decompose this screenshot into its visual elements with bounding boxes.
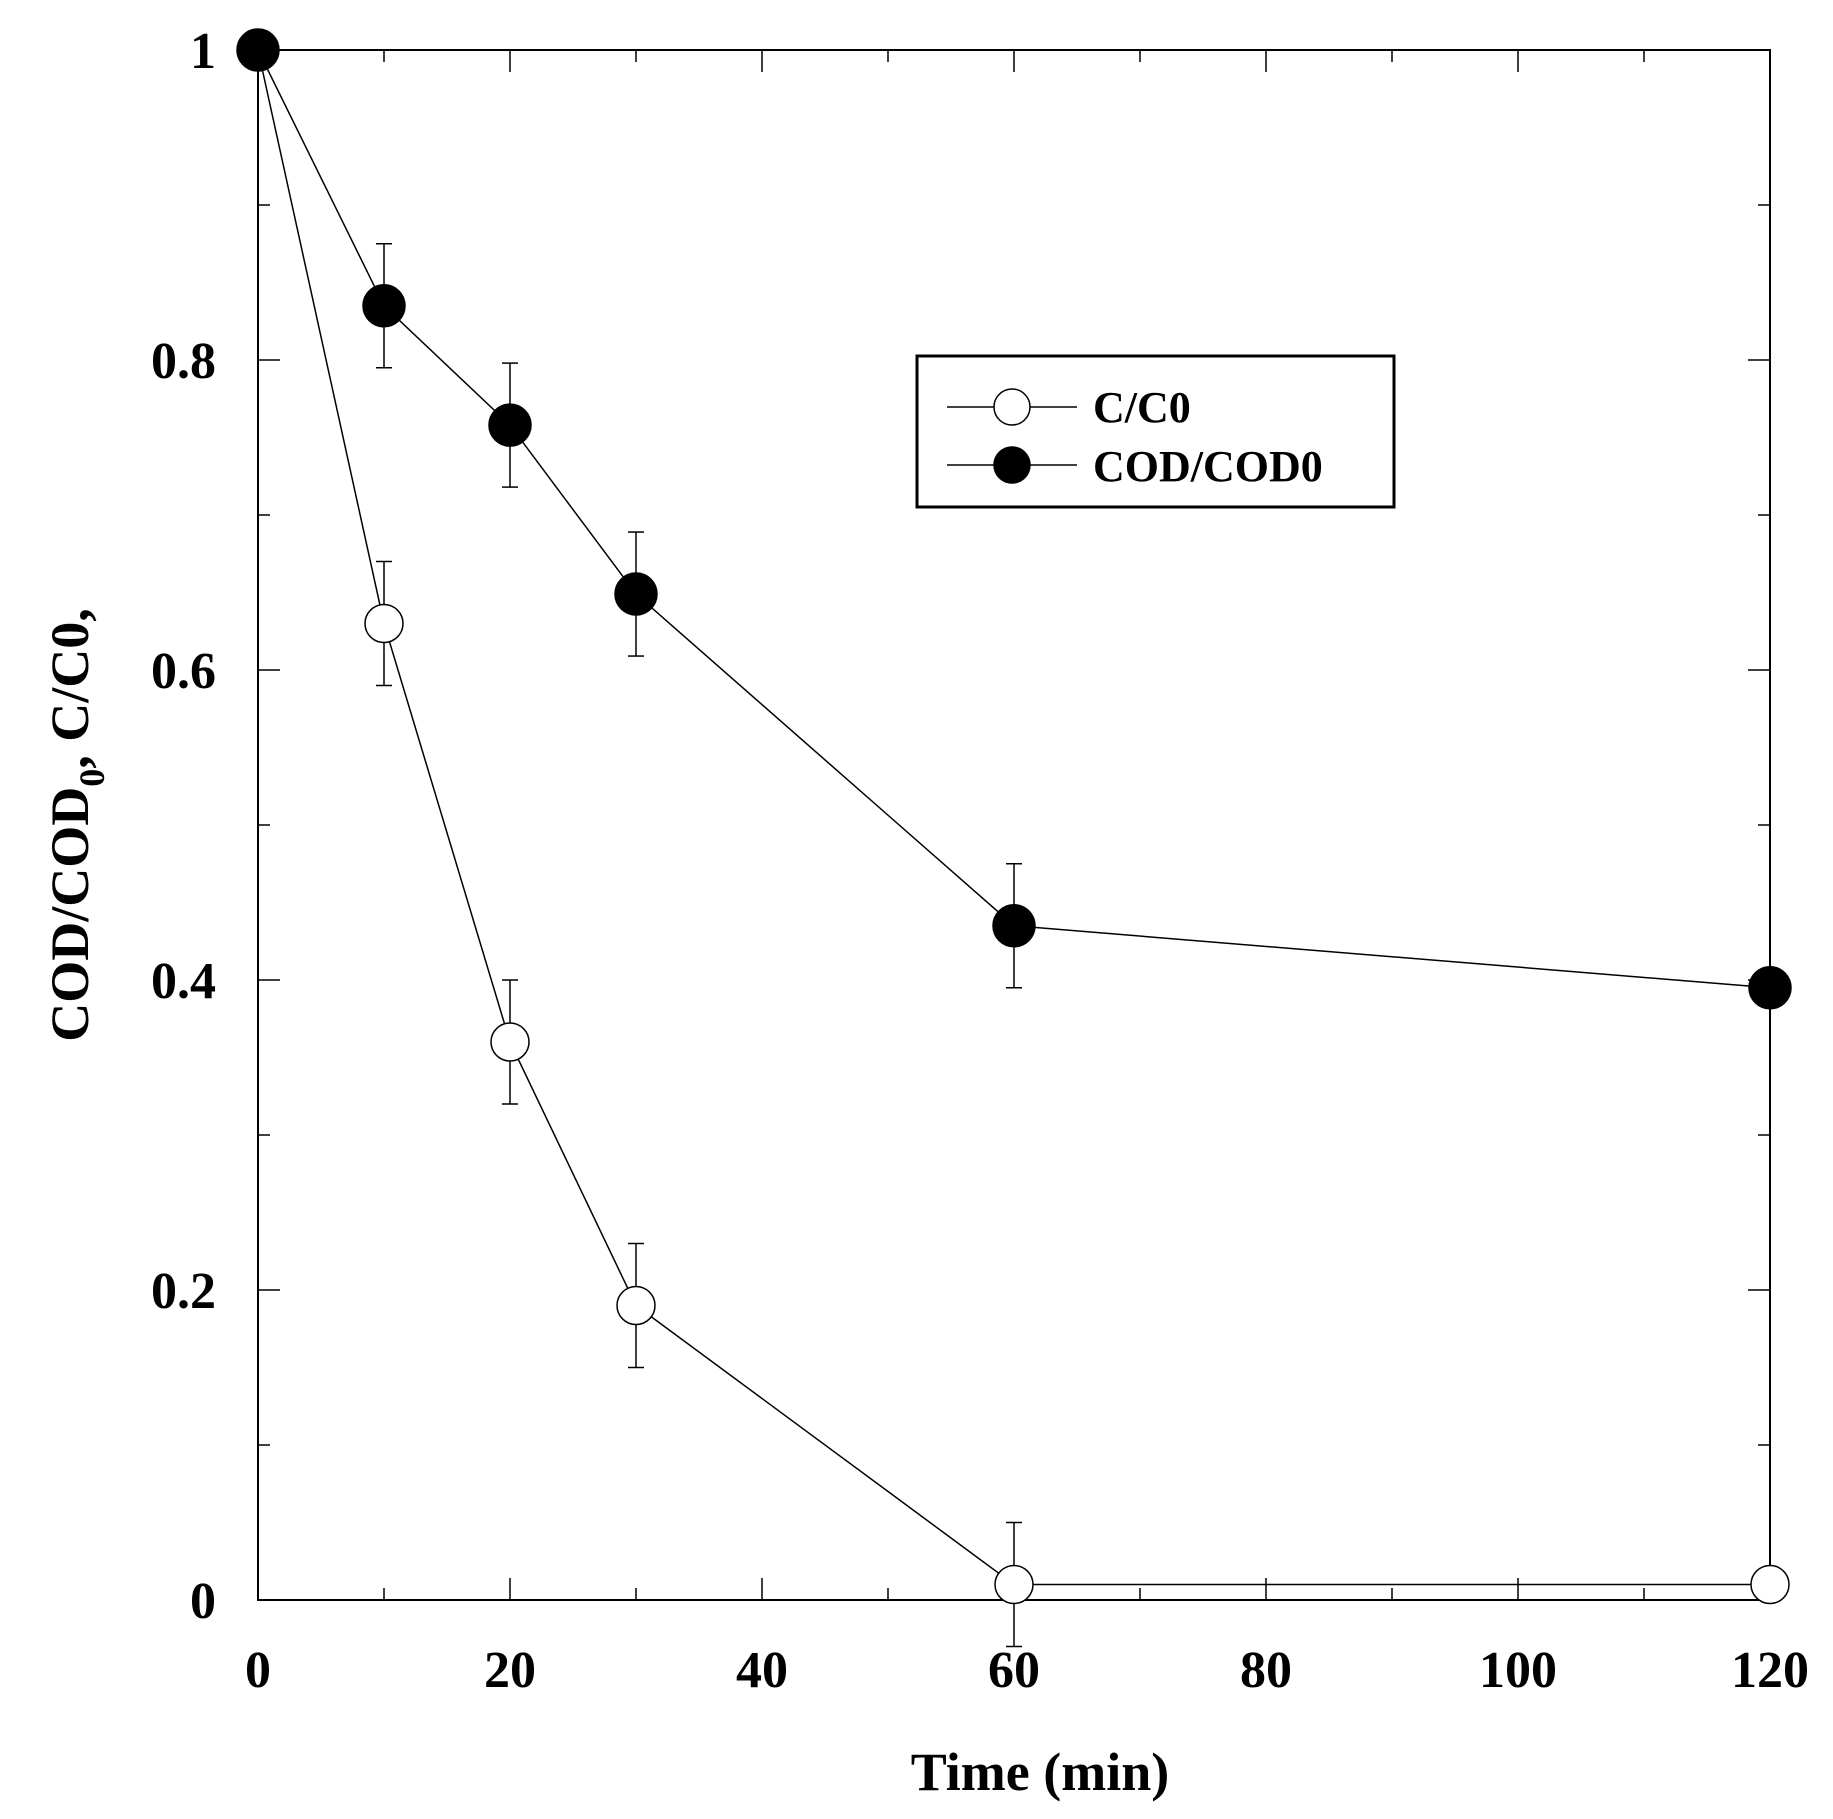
x-tick-label: 60	[988, 1642, 1040, 1699]
legend-marker-c-c0	[993, 388, 1031, 426]
y-tick-label: 0.6	[151, 643, 216, 700]
y-tick-labels: 0 0.2 0.4 0.6 0.8 1	[151, 23, 216, 1630]
series-line	[257, 49, 1771, 989]
data-point	[1750, 1564, 1790, 1605]
data-point	[236, 28, 280, 72]
x-tick-label: 80	[1240, 1642, 1292, 1699]
series-c-c0	[238, 30, 1790, 1648]
x-tick-label: 20	[484, 1642, 536, 1699]
y-axis-title-rest: , C/C0,	[40, 608, 100, 769]
series-group	[236, 28, 1792, 1648]
x-tick-label: 120	[1731, 1642, 1809, 1699]
y-axis-title-subscript: 0	[72, 769, 112, 787]
y-tick-label: 0	[190, 1573, 216, 1630]
series-cod-cod0	[236, 28, 1792, 1010]
data-point	[616, 1285, 656, 1326]
legend-marker-cod-cod0	[993, 446, 1031, 484]
y-tick-label: 0.4	[151, 953, 216, 1010]
x-tick-label: 40	[736, 1642, 788, 1699]
x-tick-label: 0	[245, 1642, 271, 1699]
svg-text:COD/COD0, C/C0,: COD/COD0, C/C0,	[40, 608, 112, 1042]
y-tick-label: 1	[190, 23, 216, 80]
x-tick-labels: 0 20 40 60 80 100 120	[245, 1642, 1809, 1699]
x-tick-label: 100	[1479, 1642, 1557, 1699]
data-point	[490, 1022, 530, 1062]
data-point	[364, 603, 404, 644]
axis-ticks	[257, 49, 1771, 1601]
series-line	[257, 49, 1770, 1586]
data-point	[992, 904, 1036, 948]
data-point	[994, 1564, 1034, 1605]
y-tick-label: 0.2	[151, 1263, 216, 1320]
plot-frame	[257, 49, 1771, 1601]
legend-label-c-c0: C/C0	[1093, 383, 1191, 432]
x-axis-title: Time (min)	[911, 1742, 1169, 1802]
data-point	[488, 403, 532, 447]
legend: C/C0 COD/COD0	[915, 354, 1396, 509]
data-point	[614, 572, 658, 616]
y-axis-title-main: COD/COD	[40, 787, 100, 1042]
legend-box	[915, 354, 1396, 509]
y-axis-title: COD/COD0, C/C0,	[40, 608, 112, 1042]
y-tick-label: 0.8	[151, 333, 216, 390]
legend-label-cod-cod0: COD/COD0	[1093, 442, 1323, 491]
data-point	[362, 284, 406, 328]
data-point	[1748, 966, 1792, 1010]
